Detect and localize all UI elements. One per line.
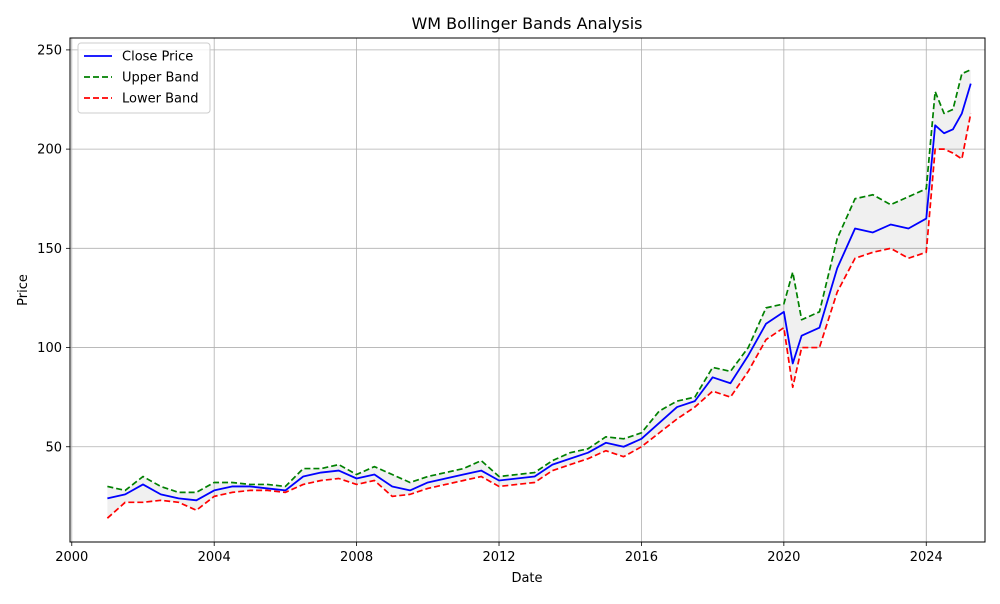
y-tick-label: 150 [37,242,62,257]
x-tick-label: 2008 [340,550,373,565]
y-tick-label: 100 [37,341,62,356]
x-tick-label: 2024 [910,550,943,565]
x-tick-label: 2012 [482,550,515,565]
x-tick-label: 2000 [55,550,88,565]
series-lines [106,68,972,519]
chart-title: WM Bollinger Bands Analysis [411,14,642,33]
x-tick-label: 2016 [625,550,658,565]
close-price-line [107,83,972,502]
x-axis-label: Date [511,571,542,586]
plot-frame [69,37,986,543]
legend-label-lower-band: Lower Band [122,92,198,107]
axis-ticks: 2000 2004 2008 2012 2016 2020 2024 50 100 150 200 2… [37,43,943,565]
legend-label-upper-band: Upper Band [122,71,199,86]
y-tick-label: 50 [45,440,62,455]
grid [70,38,985,542]
y-tick-label: 250 [37,43,62,58]
x-tick-label: 2004 [198,550,231,565]
legend-label-close-price: Close Price [122,50,193,65]
legend-box [77,42,211,114]
upper-band-line [107,68,972,494]
legend: Close Price Upper Band Lower Band [77,42,211,114]
x-tick-label: 2020 [767,550,800,565]
y-tick-label: 200 [37,143,62,158]
lower-band-line [106,113,972,519]
y-axis-label: Price [16,274,31,306]
